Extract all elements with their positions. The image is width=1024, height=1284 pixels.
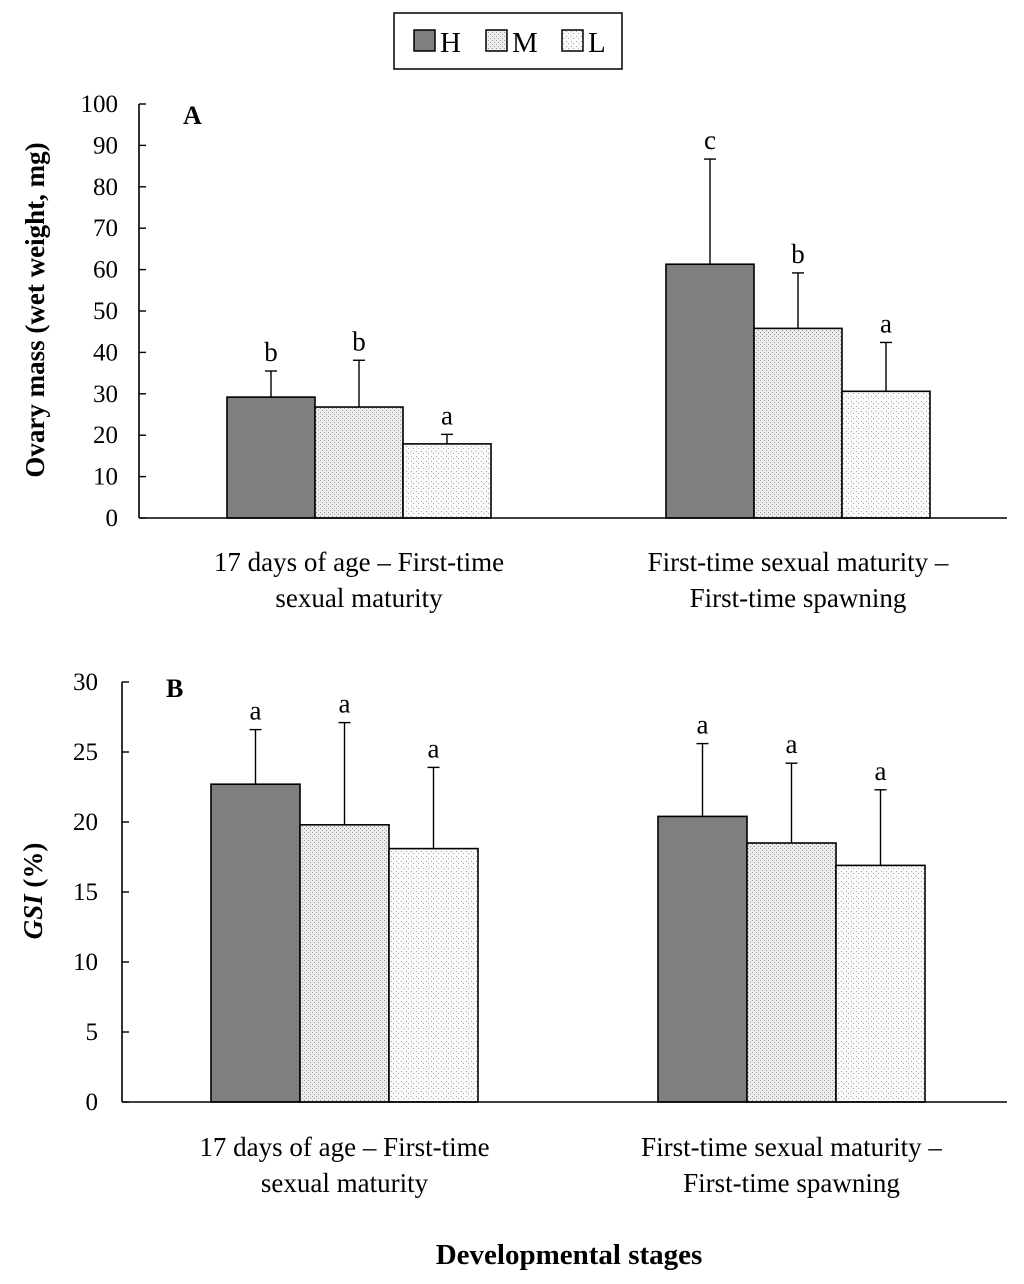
- legend-label-m: M: [512, 27, 538, 59]
- panel-a-bar-m-1: [314, 406, 404, 519]
- legend-label-h: H: [440, 27, 461, 59]
- panel-b-bars: a a a a a a: [210, 689, 926, 1103]
- panel-b-significance-letter: a: [339, 689, 351, 719]
- x-axis-label: Developmental stages: [436, 1239, 703, 1271]
- panel-a-y-tick-label: 70: [93, 215, 118, 242]
- panel-b-y-tick-label: 25: [73, 739, 98, 766]
- panel-a-significance-letter: a: [441, 400, 453, 430]
- panel-b-bar-l-1: [388, 847, 479, 1103]
- panel-b-label: B: [166, 674, 183, 703]
- panel-a-bar-h-2: [665, 263, 755, 519]
- panel-a-y-tick-label: 0: [106, 505, 119, 532]
- panel-a-y-tick-label: 50: [93, 298, 118, 325]
- panel-b-significance-letter: a: [875, 756, 887, 786]
- panel-a-axes: 0 10 20 30 40 50 60 70 80 90 100: [81, 91, 1007, 532]
- panel-b-category-label: sexual maturity: [261, 1168, 429, 1198]
- panel-a-categories: 17 days of age – First-time sexual maturi…: [214, 547, 949, 613]
- legend-swatch-m: [485, 29, 508, 52]
- legend-swatch-h: [413, 29, 436, 52]
- panel-b-bar-l-2: [835, 864, 926, 1103]
- panel-a-category-label: First-time sexual maturity –: [648, 547, 949, 577]
- panel-b-y-tick-label: 15: [73, 879, 98, 906]
- panel-a-bar-l-2: [841, 390, 931, 519]
- panel-a-y-tick-label: 90: [93, 132, 118, 159]
- panel-b-bar-m-1: [299, 823, 390, 1103]
- panel-a-significance-letter: b: [352, 326, 366, 356]
- panel-b-bar-h-1: [210, 783, 301, 1103]
- panel-b-significance-letter: a: [428, 733, 440, 763]
- panel-a-significance-letter: a: [880, 308, 892, 338]
- panel-a-bar-h-1: [226, 396, 316, 519]
- panel-a-category-label: sexual maturity: [275, 583, 443, 613]
- panel-b-y-tick-label: 30: [73, 669, 98, 696]
- panel-b-category-label: First-time sexual maturity –: [641, 1132, 942, 1162]
- panel-a-bar-l-1: [402, 443, 492, 519]
- panel-b-category-label: 17 days of age – First-time: [199, 1132, 489, 1162]
- panel-a-y-tick-label: 80: [93, 174, 118, 201]
- panel-a-y-tick-label: 100: [81, 91, 119, 118]
- panel-b-category-label: First-time spawning: [683, 1168, 900, 1198]
- panel-b-categories: 17 days of age – First-time sexual maturi…: [199, 1132, 942, 1198]
- panel-b-axes: 0 5 10 15 20 25 30: [73, 669, 1007, 1116]
- panel-b-bar-h-2: [657, 815, 748, 1103]
- legend-label-l: L: [588, 27, 606, 59]
- panel-b-significance-letter: a: [697, 710, 709, 740]
- panel-b-bar-m-2: [746, 842, 837, 1103]
- panel-a-y-tick-label: 10: [93, 464, 118, 491]
- panel-a-category-label: First-time spawning: [690, 583, 907, 613]
- panel-a-significance-letter: b: [264, 337, 278, 367]
- panel-b-significance-letter: a: [250, 696, 262, 726]
- panel-a-bar-m-2: [753, 327, 843, 519]
- legend-swatch-l: [561, 29, 584, 52]
- panel-b-y-tick-label: 10: [73, 949, 98, 976]
- panel-a-y-tick-label: 60: [93, 257, 118, 284]
- panel-a-chart: A Ovary mass (wet weight, mg) b c b b a a 0 10…: [20, 91, 1007, 613]
- panel-b-chart: B GSI (%) a a a a a a 0 5 10 15 20 25 30 17 days of…: [18, 669, 1007, 1198]
- panel-a-significance-letter: b: [791, 239, 805, 269]
- legend: H M L: [393, 12, 623, 70]
- panel-b-significance-letter: a: [786, 729, 798, 759]
- panel-b-y-tick-label: 20: [73, 809, 98, 836]
- panel-b-y-axis-label: GSI (%): [18, 843, 48, 940]
- panel-a-y-tick-label: 40: [93, 339, 118, 366]
- panel-b-y-tick-label: 0: [86, 1089, 99, 1116]
- panel-a-label: A: [183, 101, 202, 130]
- panel-a-y-axis-label: Ovary mass (wet weight, mg): [20, 142, 50, 477]
- panel-a-significance-letter: c: [704, 125, 716, 155]
- panel-b-y-tick-label: 5: [86, 1019, 99, 1046]
- panel-a-bars: b c b b a a: [226, 125, 931, 519]
- panel-a-y-tick-label: 30: [93, 381, 118, 408]
- panel-a-y-tick-label: 20: [93, 422, 118, 449]
- panel-a-category-label: 17 days of age – First-time: [214, 547, 504, 577]
